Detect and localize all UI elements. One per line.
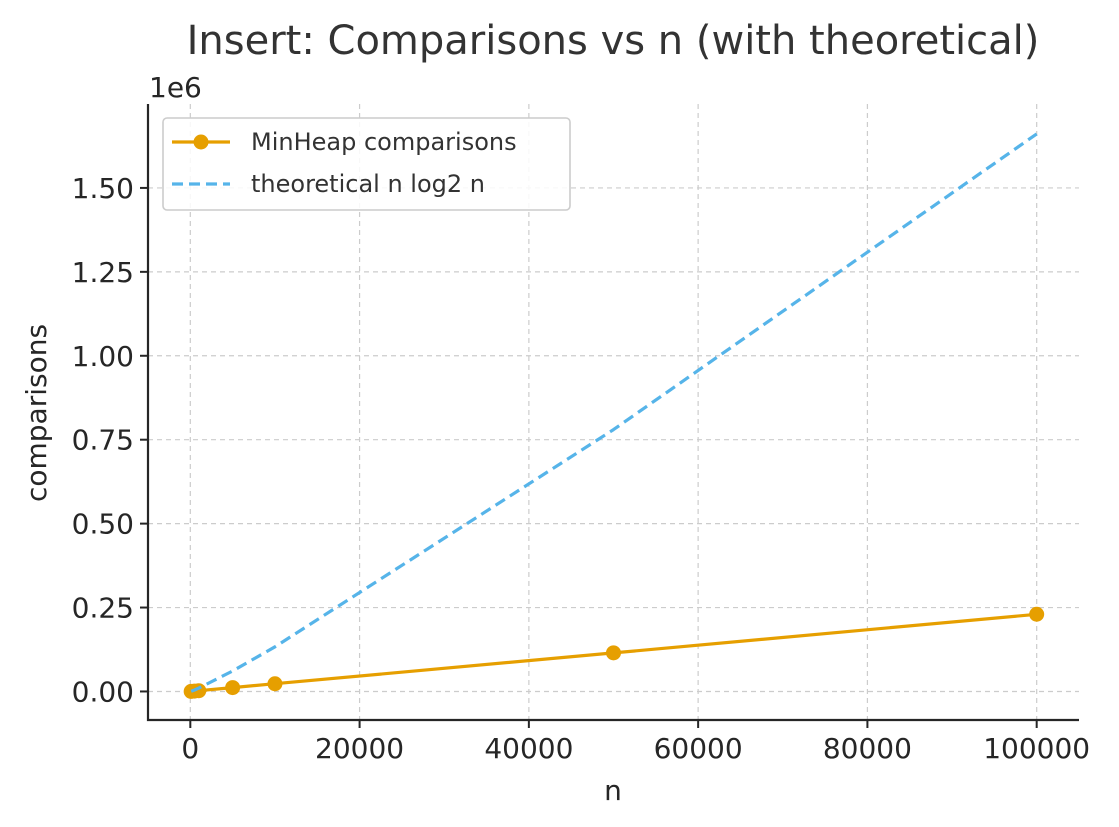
y-tick-label: 1.00 [72,340,134,373]
series-point-1 [225,680,241,696]
ticks: 0 20000 40000 60000 80000 100000 0.00 0.25 0.50 0… [72,172,1090,765]
y-axis-label: comparisons [20,324,53,502]
series-point-1 [606,645,621,661]
legend-box [162,117,571,211]
x-tick-label: 100000 [983,732,1090,765]
series-line-2 [190,132,1038,693]
chart-title: Insert: Comparisons vs n (with theoretic… [187,18,1040,64]
axis-spines [146,104,1079,722]
y-axis-offset-label: 1e6 [149,71,202,104]
series-point-1 [267,676,283,692]
y-tick-label: 0.25 [72,592,134,625]
legend-marker-1 [193,134,209,150]
x-tick-label: 60000 [654,732,743,765]
series-point-1 [191,683,207,699]
y-tick-label: 0.50 [72,508,134,541]
x-tick-label: 20000 [315,732,404,765]
y-tick-label: 0.00 [72,675,134,708]
series-layer [183,132,1045,699]
x-tick-label: 0 [181,732,199,765]
legend-label-1: MinHeap comparisons [251,128,517,156]
x-axis-label: n [604,774,622,807]
series-point-1 [1029,606,1045,622]
y-tick-label: 1.50 [72,172,134,205]
y-tick-label: 1.25 [72,256,134,289]
x-tick-label: 40000 [484,732,573,765]
y-tick-label: 0.75 [72,424,134,457]
legend-label-2: theoretical n log2 n [251,170,485,198]
x-tick-label: 80000 [823,732,912,765]
legend: MinHeap comparisons theoretical n log2 n [162,117,571,211]
